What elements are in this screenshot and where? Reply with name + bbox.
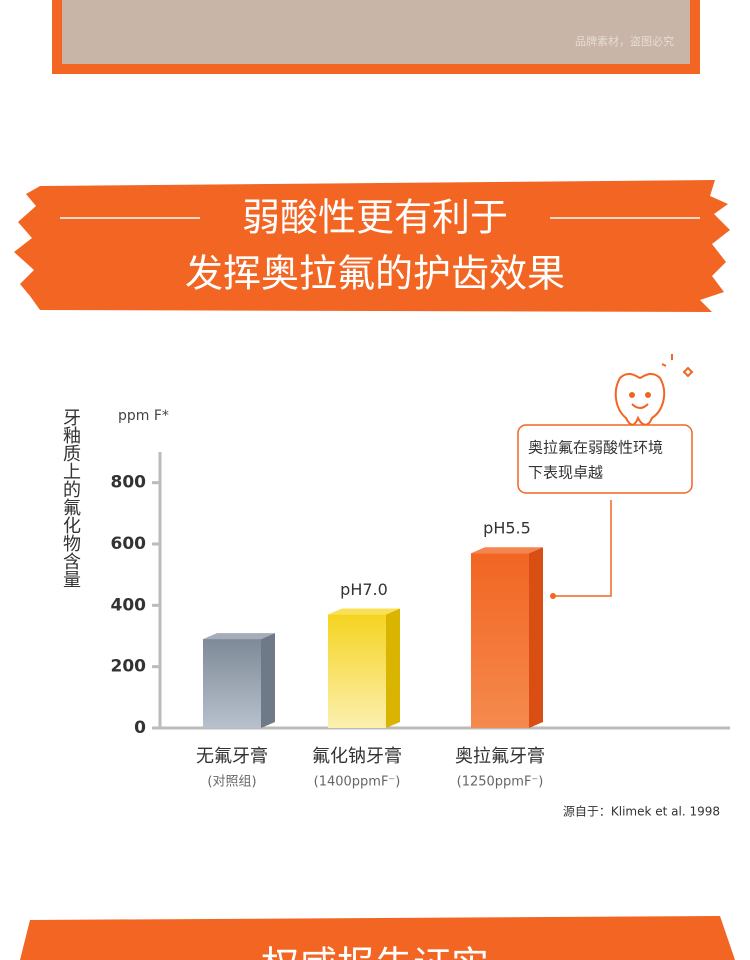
bar	[471, 553, 529, 728]
y-tick-label: 400	[111, 595, 147, 615]
y-tick-label: 0	[134, 718, 146, 738]
bar-side	[386, 608, 400, 728]
x-tick-label: 奥拉氟牙膏	[455, 745, 545, 767]
banner	[14, 180, 730, 312]
x-tick-label: 氟化钠牙膏	[312, 745, 402, 767]
bar	[328, 614, 386, 728]
y-axis-label: 牙釉质上的氟化物含量	[60, 408, 81, 588]
bar-note: pH7.0	[340, 580, 388, 599]
tooth-icon	[614, 354, 694, 426]
callout-text: 奥拉氟在弱酸性环境	[528, 439, 663, 457]
x-tick-note: (对照组)	[207, 775, 256, 790]
banner-title: 弱酸性更有利于	[242, 196, 508, 240]
callout-dot	[550, 593, 556, 599]
image	[62, 0, 690, 64]
callout-text: 下表现卓越	[528, 464, 603, 482]
next-banner-title: 权威报告证实	[261, 944, 489, 960]
x-tick-note: (1400ppmF⁻)	[314, 775, 401, 790]
unit-label: ppm F*	[118, 408, 169, 424]
bar-top	[471, 547, 543, 554]
watermark: 品牌素材，盗图必究	[575, 34, 674, 48]
bar-top	[203, 633, 275, 640]
callout-line	[553, 500, 612, 597]
bar-side	[529, 547, 543, 728]
callout-box	[517, 424, 693, 494]
bar-top	[328, 608, 400, 615]
y-tick-label: 200	[111, 657, 147, 677]
bar-side	[261, 633, 275, 728]
bar	[203, 639, 261, 728]
next-banner	[20, 916, 735, 960]
source: 源自于：Klimek et al. 1998	[563, 805, 720, 819]
bar-note: pH5.5	[483, 519, 531, 538]
x-tick-label: 无氟牙膏	[196, 745, 268, 767]
y-tick-label: 600	[111, 534, 147, 554]
x-tick-note: (1250ppmF⁻)	[457, 775, 544, 790]
banner-title: 发挥奥拉氟的护齿效果	[185, 252, 565, 296]
y-tick-label: 800	[111, 473, 147, 493]
